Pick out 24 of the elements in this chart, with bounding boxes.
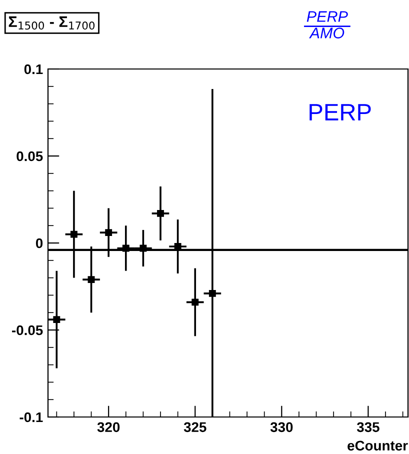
y-tick-label: 0	[36, 238, 43, 248]
x-tick-label: 325	[184, 422, 206, 432]
point	[88, 276, 95, 284]
point	[140, 244, 147, 252]
point	[174, 243, 182, 250]
x-tick-label: 335	[356, 422, 380, 432]
y-tick-label: -0.1	[20, 412, 43, 422]
x-tick-label: 320	[97, 422, 120, 432]
y-tick-label: -0.05	[12, 325, 43, 336]
y-tick-label: 0.1	[24, 64, 43, 74]
chart-title: Σ$_{1500}$ - Σ$_{1700}$	[8, 16, 95, 30]
point	[122, 244, 130, 252]
text: AMO	[309, 28, 344, 38]
point	[208, 290, 216, 297]
point	[53, 316, 60, 324]
point	[157, 210, 164, 217]
y-tick-label: 0.05	[16, 151, 43, 162]
annotation: PERP	[310, 104, 371, 120]
x-axis-title: eCounter	[348, 440, 408, 451]
point	[70, 230, 78, 238]
x-tick-label: 330	[270, 422, 293, 432]
point	[192, 298, 199, 306]
point	[105, 229, 112, 236]
text: PERP	[306, 11, 348, 22]
